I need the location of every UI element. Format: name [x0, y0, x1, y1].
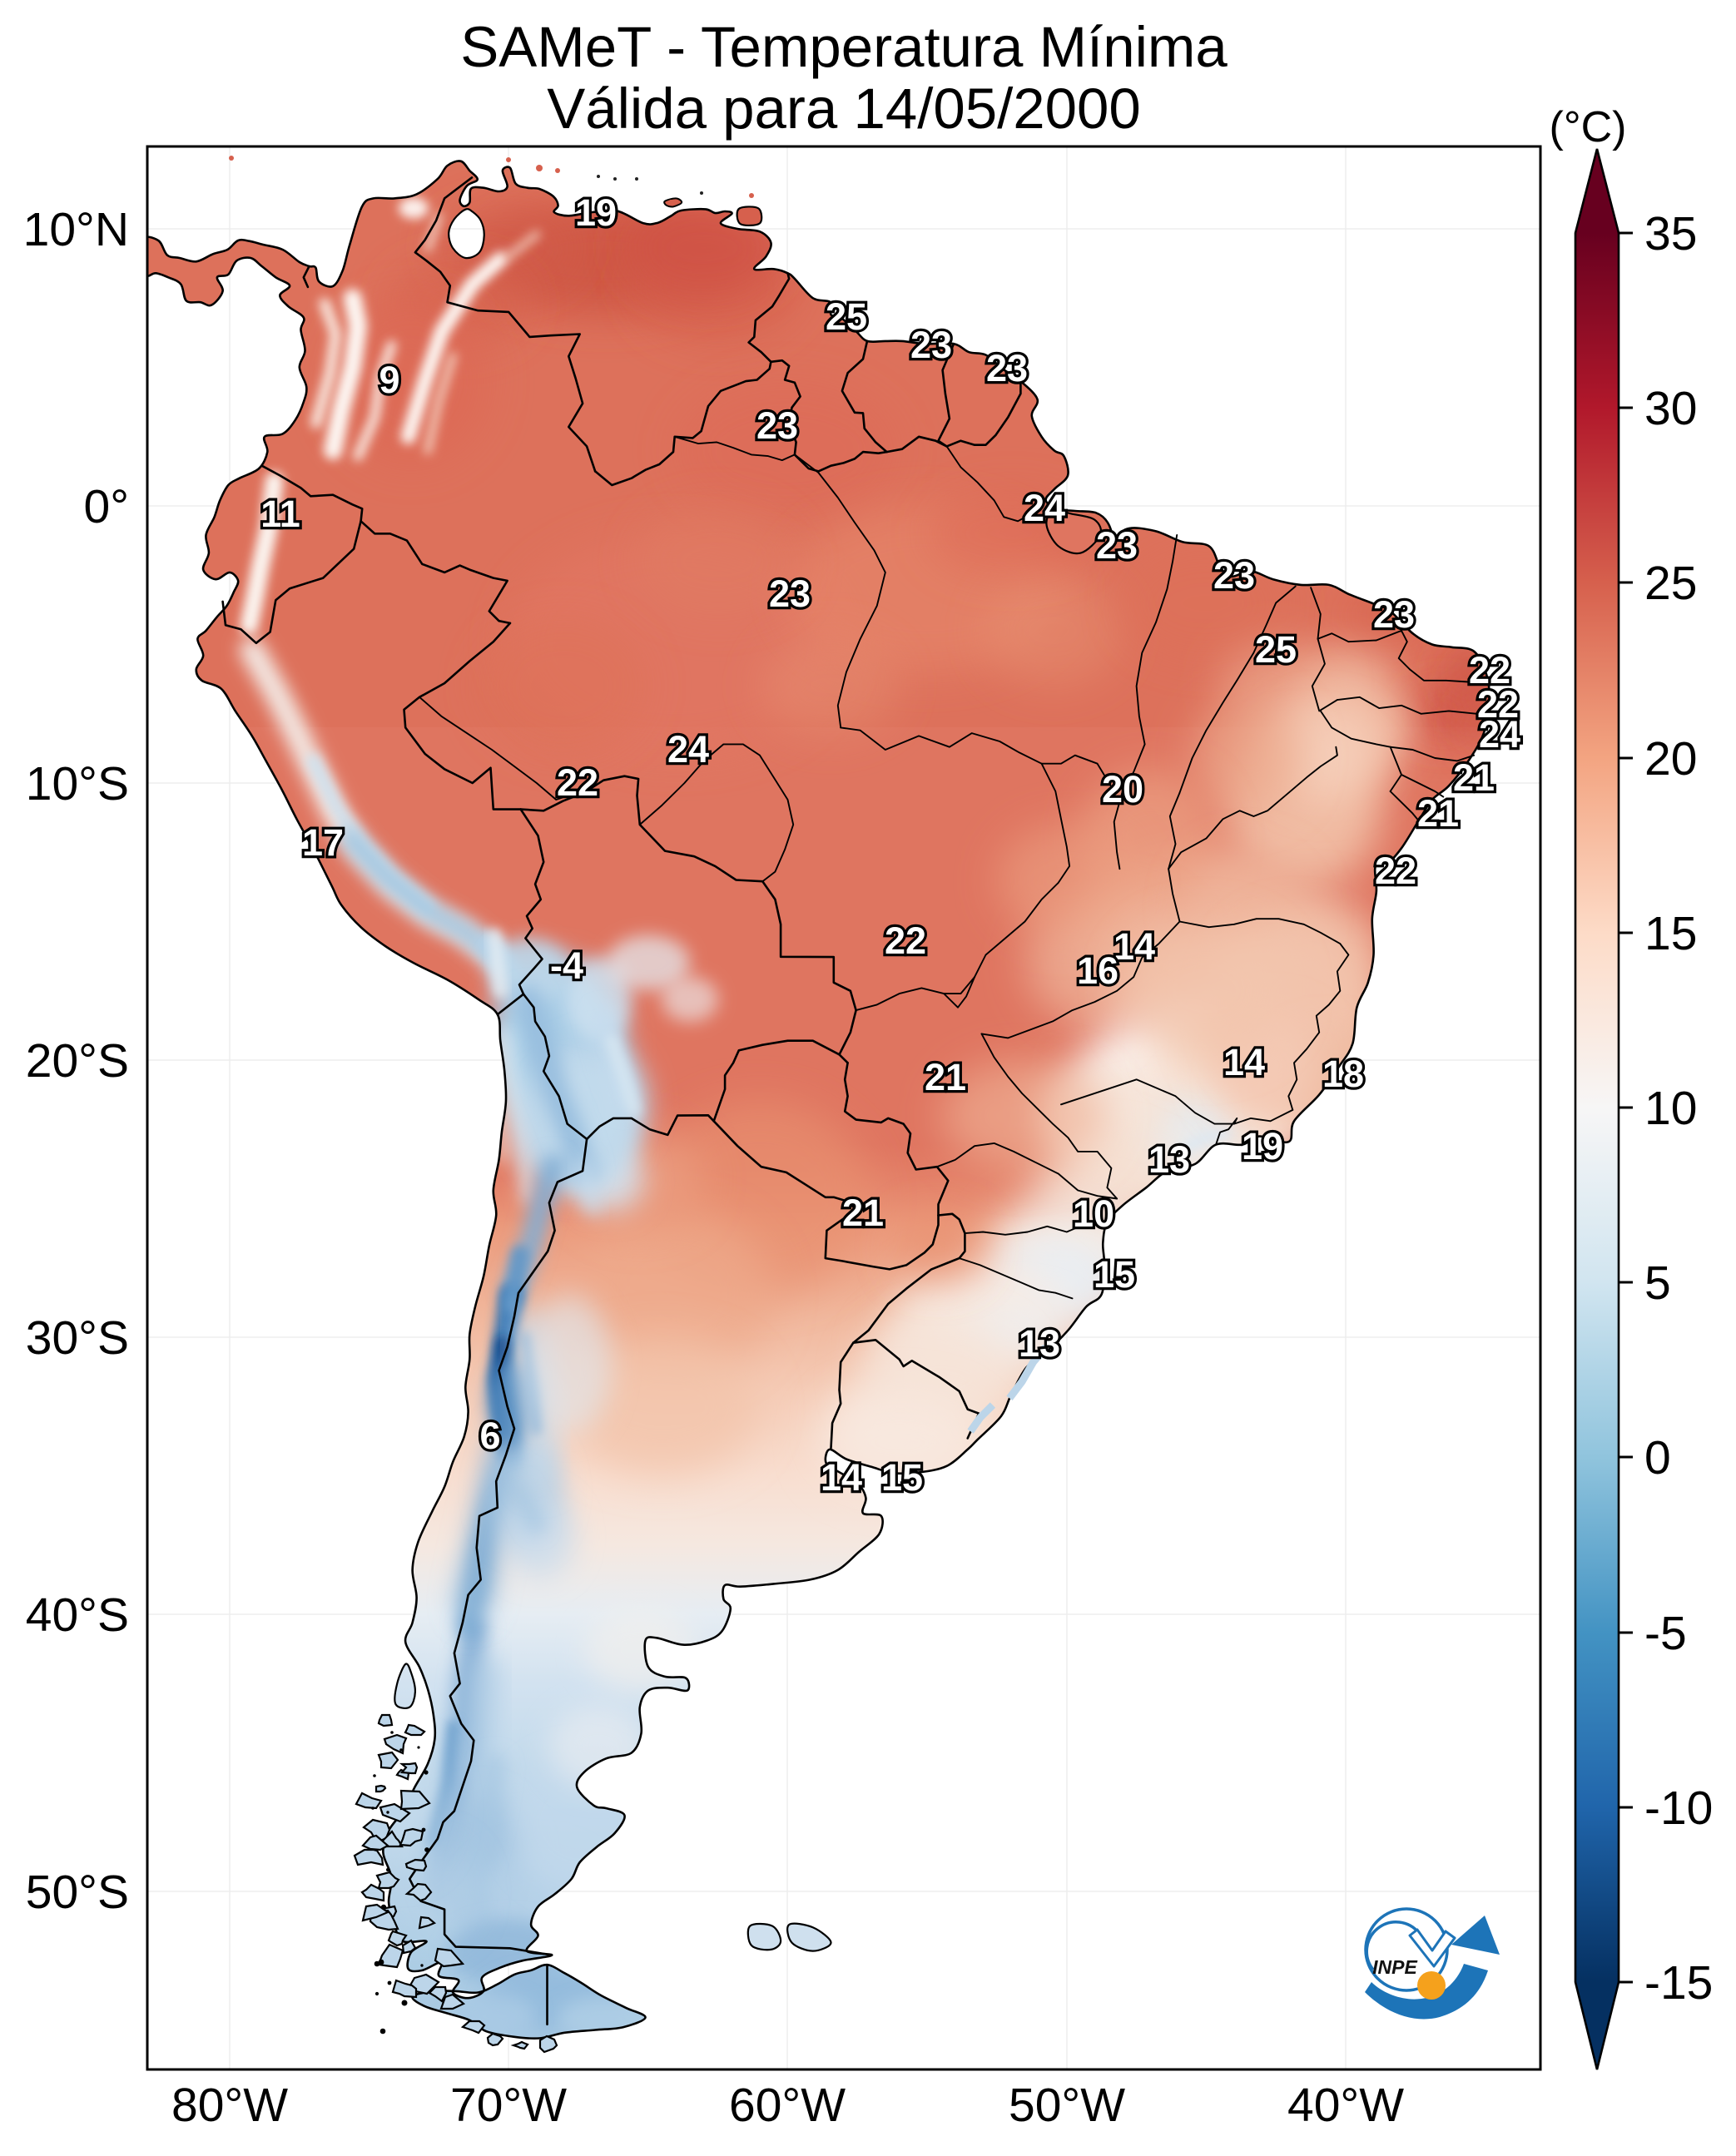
svg-text:16: 16	[1077, 949, 1118, 992]
svg-text:20: 20	[1644, 732, 1697, 786]
svg-text:20°S: 20°S	[26, 1034, 129, 1088]
svg-text:14: 14	[821, 1456, 862, 1499]
svg-text:11: 11	[260, 493, 300, 535]
svg-text:23: 23	[986, 347, 1028, 389]
svg-text:22: 22	[1375, 850, 1416, 892]
svg-text:21: 21	[1453, 756, 1495, 799]
svg-text:24: 24	[667, 728, 709, 771]
svg-text:70°W: 70°W	[450, 2079, 567, 2132]
svg-text:17: 17	[302, 821, 344, 864]
svg-text:6: 6	[479, 1415, 500, 1457]
svg-text:23: 23	[1373, 593, 1415, 636]
svg-text:19: 19	[1242, 1125, 1283, 1167]
svg-text:23: 23	[1213, 554, 1255, 597]
svg-text:22: 22	[885, 919, 926, 962]
svg-text:INPE: INPE	[1372, 1956, 1417, 1978]
svg-text:23: 23	[910, 324, 952, 366]
svg-text:-10: -10	[1644, 1782, 1713, 1835]
svg-text:40°S: 40°S	[26, 1589, 129, 1642]
svg-text:20: 20	[1102, 768, 1143, 810]
svg-text:13: 13	[1148, 1138, 1190, 1181]
svg-text:Válida para 14/05/2000: Válida para 14/05/2000	[547, 77, 1141, 141]
svg-text:15: 15	[881, 1456, 923, 1499]
svg-text:-15: -15	[1644, 1956, 1713, 2010]
svg-text:21: 21	[1417, 792, 1459, 835]
svg-text:23: 23	[769, 572, 811, 615]
svg-text:23: 23	[756, 404, 798, 447]
svg-text:30: 30	[1644, 382, 1697, 435]
svg-text:10°S: 10°S	[26, 757, 129, 810]
svg-text:10: 10	[1644, 1082, 1697, 1135]
svg-text:-5: -5	[1644, 1607, 1687, 1660]
svg-text:50°W: 50°W	[1009, 2079, 1125, 2132]
svg-text:40°W: 40°W	[1287, 2079, 1404, 2132]
svg-text:30°S: 30°S	[26, 1311, 129, 1365]
svg-text:24: 24	[1479, 713, 1520, 756]
svg-text:21: 21	[925, 1056, 966, 1098]
svg-text:(°C): (°C)	[1550, 103, 1627, 151]
svg-text:15: 15	[1644, 907, 1697, 960]
svg-text:9: 9	[379, 359, 399, 401]
svg-text:23: 23	[1096, 524, 1138, 567]
svg-text:80°W: 80°W	[171, 2079, 288, 2132]
svg-text:25: 25	[826, 295, 867, 338]
svg-text:0°: 0°	[84, 480, 130, 533]
svg-text:22: 22	[557, 761, 598, 804]
svg-text:25: 25	[1644, 557, 1697, 610]
svg-text:10°N: 10°N	[23, 203, 129, 256]
svg-text:18: 18	[1322, 1053, 1364, 1095]
svg-text:24: 24	[1024, 487, 1065, 529]
svg-text:25: 25	[1255, 628, 1297, 671]
svg-text:60°W: 60°W	[729, 2079, 846, 2132]
svg-text:-4: -4	[550, 944, 583, 987]
svg-text:35: 35	[1644, 207, 1697, 260]
svg-text:10: 10	[1073, 1192, 1114, 1235]
svg-text:0: 0	[1644, 1431, 1671, 1484]
svg-text:5: 5	[1644, 1256, 1671, 1310]
svg-text:21: 21	[842, 1192, 884, 1234]
svg-text:50°S: 50°S	[26, 1866, 129, 1919]
svg-text:14: 14	[1114, 925, 1155, 968]
svg-text:SAMeT - Temperatura Mínima: SAMeT - Temperatura Mínima	[460, 15, 1228, 79]
svg-text:22: 22	[1469, 649, 1510, 691]
svg-text:19: 19	[575, 191, 617, 234]
svg-text:22: 22	[1477, 683, 1519, 726]
svg-text:14: 14	[1223, 1041, 1265, 1083]
svg-text:13: 13	[1019, 1322, 1060, 1365]
svg-text:15: 15	[1094, 1253, 1135, 1296]
